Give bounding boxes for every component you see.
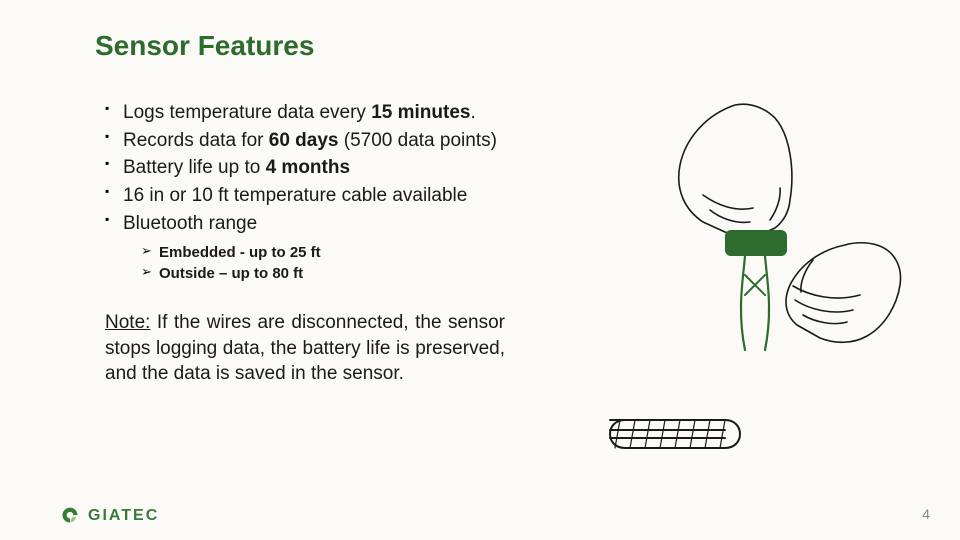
list-item: Battery life up to 4 months xyxy=(105,155,605,181)
giatec-logo-icon xyxy=(60,506,80,526)
page-number: 4 xyxy=(922,506,930,522)
sensor-wire-cross xyxy=(745,275,765,295)
slide: Sensor Features Logs temperature data ev… xyxy=(0,0,960,540)
bullet-text: Logs temperature data every xyxy=(123,102,371,123)
list-item: Logs temperature data every 15 minutes. xyxy=(105,100,605,126)
illustration-group xyxy=(610,104,901,448)
lower-hand-outline xyxy=(786,243,901,343)
sensor-wire xyxy=(765,256,769,350)
lower-hand-finger xyxy=(803,315,847,324)
footer: GIATEC xyxy=(60,506,159,526)
note-paragraph: Note: If the wires are disconnected, the… xyxy=(105,310,505,387)
bullet-bold: 4 months xyxy=(266,157,350,178)
sensor-wire xyxy=(741,256,745,350)
slide-title: Sensor Features xyxy=(95,30,960,62)
bullet-text: Bluetooth range xyxy=(123,213,257,234)
bullet-text: 16 in or 10 ft temperature cable availab… xyxy=(123,185,467,206)
list-item: 16 in or 10 ft temperature cable availab… xyxy=(105,183,605,209)
lower-hand-finger xyxy=(795,300,853,312)
hands-sensor-illustration xyxy=(585,100,925,470)
note-label: Note: xyxy=(105,312,150,333)
bullet-post: (5700 data points) xyxy=(338,130,496,151)
sub-list-item: Outside – up to 80 ft xyxy=(141,263,605,284)
logo-text: GIATEC xyxy=(88,507,159,525)
lower-hand-finger xyxy=(793,286,860,298)
bullet-text: Battery life up to xyxy=(123,157,266,178)
text-column: Logs temperature data every 15 minutes. … xyxy=(105,100,605,387)
upper-hand-finger xyxy=(710,210,750,222)
bullet-bold: 15 minutes xyxy=(371,102,470,123)
upper-hand-outline xyxy=(679,104,792,237)
sensor-body xyxy=(725,230,787,256)
note-text: If the wires are disconnected, the senso… xyxy=(105,312,505,384)
list-item: Bluetooth range xyxy=(105,211,605,237)
upper-hand-thumb xyxy=(770,188,780,220)
sub-feature-list: Embedded - up to 25 ft Outside – up to 8… xyxy=(105,242,605,284)
bullet-post: . xyxy=(470,102,475,123)
upper-hand-finger xyxy=(703,195,753,209)
list-item: Records data for 60 days (5700 data poin… xyxy=(105,128,605,154)
bullet-bold: 60 days xyxy=(269,130,339,151)
bullet-text: Records data for xyxy=(123,130,269,151)
feature-list: Logs temperature data every 15 minutes. … xyxy=(105,100,605,236)
lower-hand-thumb xyxy=(801,260,813,292)
rebar-ribs xyxy=(615,420,725,448)
sub-list-item: Embedded - up to 25 ft xyxy=(141,242,605,263)
